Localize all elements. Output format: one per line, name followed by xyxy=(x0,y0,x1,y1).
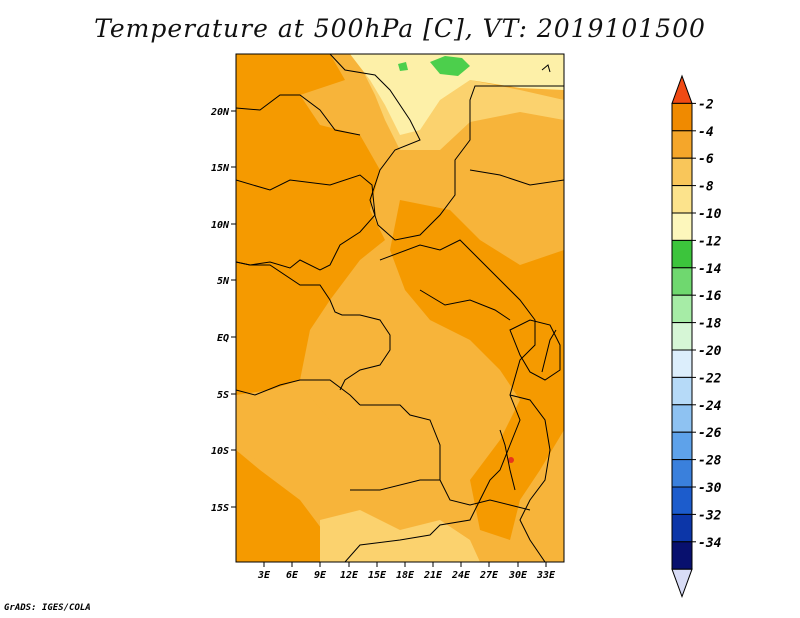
colorbar-cell xyxy=(671,541,693,570)
lon-label-6e: 6E xyxy=(286,570,299,581)
grads-credit: GrADS: IGES/COLA xyxy=(4,603,91,613)
lat-tick-labels: 20N 15N 10N 5N EQ 5S 10S 15S xyxy=(210,107,230,514)
colorbar-label: -30 xyxy=(698,481,722,496)
colorbar-cell xyxy=(671,513,693,543)
colorbar-label: -2 xyxy=(698,97,714,112)
colorbar-label: -32 xyxy=(698,508,722,523)
colorbar-label: -14 xyxy=(698,262,722,277)
colorbar-cell xyxy=(671,185,693,214)
colorbar-label: -24 xyxy=(698,399,722,414)
lat-tick-marks xyxy=(231,110,236,508)
colorbar-cell xyxy=(671,157,693,187)
lat-label-15s: 15S xyxy=(211,503,229,514)
field-green-patch-small xyxy=(398,62,408,71)
lat-label-20n: 20N xyxy=(210,107,230,118)
country-borders xyxy=(236,54,564,562)
colorbar-label: -28 xyxy=(698,454,722,469)
colorbar-label: -16 xyxy=(698,289,722,304)
field-east-dark xyxy=(390,200,564,540)
lon-label-15e: 15E xyxy=(368,570,387,581)
colorbar-top-arrow xyxy=(671,74,693,104)
colorbar-label: -12 xyxy=(698,234,722,249)
lon-label-24e: 24E xyxy=(451,570,471,581)
field-green-patch xyxy=(430,56,470,76)
colorbar-label: -10 xyxy=(698,207,722,222)
colorbar-label: -18 xyxy=(698,317,722,332)
colorbar-cell xyxy=(671,102,693,132)
colorbar-cell xyxy=(671,130,693,159)
field-south-light xyxy=(320,510,480,562)
colorbar-label: -22 xyxy=(698,371,722,386)
lon-label-3e: 3E xyxy=(257,570,271,581)
colorbar-cell xyxy=(671,322,693,351)
colorbar-cell xyxy=(671,486,693,515)
colorbar-cell xyxy=(671,294,693,324)
lon-label-21e: 21E xyxy=(423,570,443,581)
field-red-spot xyxy=(508,457,514,463)
lon-label-30e: 30E xyxy=(508,570,528,581)
colorbar-label: -6 xyxy=(698,152,714,167)
field-southwest-dark xyxy=(236,450,340,562)
lon-label-9e: 9E xyxy=(314,570,327,581)
lon-label-27e: 27E xyxy=(479,570,499,581)
colorbar-label: -26 xyxy=(698,426,722,441)
lon-tick-labels: 3E 6E 9E 12E 15E 18E 21E 24E 27E 30E 33E xyxy=(257,570,556,581)
lon-label-12e: 12E xyxy=(340,570,359,581)
field-north-pale xyxy=(350,54,564,135)
lon-tick-marks xyxy=(263,562,547,567)
lat-label-eq: EQ xyxy=(217,333,229,344)
lon-label-33e: 33E xyxy=(536,570,556,581)
colorbar-label: -34 xyxy=(698,536,722,551)
colorbar-cell xyxy=(671,349,693,378)
lat-label-5n: 5N xyxy=(217,276,230,287)
colorbar-label: -8 xyxy=(698,180,714,195)
field-west-dark xyxy=(236,54,385,395)
lon-label-18e: 18E xyxy=(396,570,415,581)
colorbar-cell xyxy=(671,404,693,433)
lat-label-5s: 5S xyxy=(217,390,229,401)
lat-label-10s: 10S xyxy=(211,446,229,457)
colorbar-cell xyxy=(671,239,693,269)
chart-title: Temperature at 500hPa [C], VT: 201910150… xyxy=(94,14,706,43)
colorbar-cell xyxy=(671,376,693,406)
temperature-field xyxy=(236,54,564,562)
field-north-east-orange xyxy=(440,110,564,230)
colorbar-bottom-arrow xyxy=(671,568,693,599)
field-angola-orange xyxy=(250,385,330,480)
colorbar-cell xyxy=(671,459,693,488)
map-frame xyxy=(235,53,565,563)
colorbar-cell xyxy=(671,267,693,296)
colorbar-cell xyxy=(671,212,693,241)
colorbar-label: -20 xyxy=(698,344,722,359)
lat-label-10n: 10N xyxy=(211,220,230,231)
colorbar-label: -4 xyxy=(698,125,714,140)
colorbar: -2 -4 -6 -8 -10 -12 -14 -16 -18 -20 -22 -24 -26 -28 -3… xyxy=(671,74,722,599)
colorbar-cell xyxy=(671,431,693,461)
lat-label-15n: 15N xyxy=(211,163,230,174)
